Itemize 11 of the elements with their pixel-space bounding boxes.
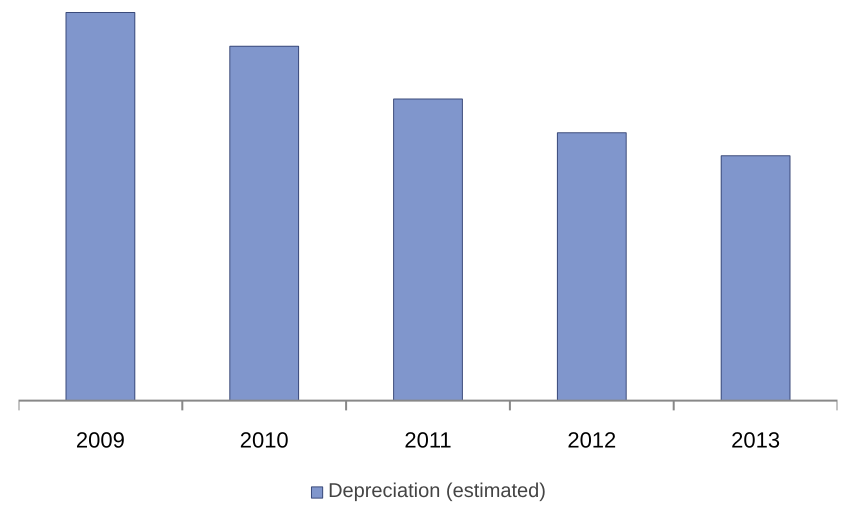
bar (229, 46, 300, 402)
bar (393, 98, 463, 402)
x-tick-label: 2010 (240, 428, 289, 452)
legend-label: Depreciation (estimated) (328, 480, 546, 503)
bar (556, 132, 627, 402)
x-tick-label: 2012 (567, 428, 616, 452)
bar (720, 155, 790, 402)
x-tick-label: 2013 (731, 428, 780, 452)
x-tick-label: 2009 (76, 428, 125, 452)
bar (66, 12, 136, 402)
x-tick-label: 2011 (404, 428, 452, 452)
